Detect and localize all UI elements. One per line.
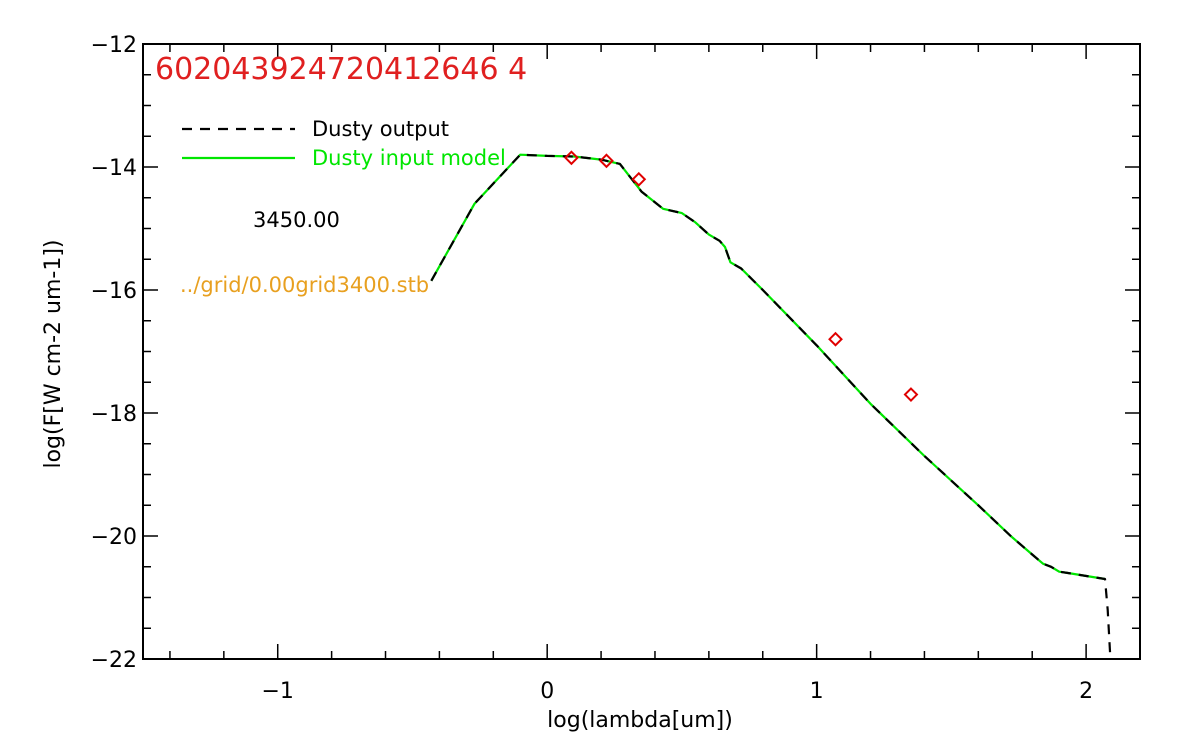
legend: Dusty output Dusty input model (182, 117, 506, 170)
series-line-dusty-output (430, 153, 1112, 660)
data-point-diamond (599, 153, 614, 169)
data-point-diamond (631, 171, 647, 187)
x-tick-label: 1 (810, 679, 824, 704)
y-tick-label: −22 (91, 648, 137, 673)
y-tick-label: −12 (91, 33, 137, 58)
data-point-diamond (903, 387, 919, 402)
x-tick-label: 0 (540, 679, 554, 704)
legend-dusty-output-label: Dusty output (312, 117, 449, 141)
plot-border (142, 43, 1141, 660)
y-tick-label: −20 (91, 525, 137, 550)
legend-dusty-input-label: Dusty input model (312, 146, 506, 170)
data-point-diamond (564, 150, 579, 166)
y-tick-label: −14 (91, 156, 137, 181)
photometry-points (564, 150, 919, 402)
y-tick-label: −18 (91, 402, 137, 427)
temperature-annotation: 3450.00 (253, 208, 340, 232)
x-tick-label: −1 (262, 679, 294, 704)
x-axis-label: log(lambda[um]) (547, 708, 733, 733)
series-layer (430, 153, 1112, 660)
y-axis-ticks: −12 −14 −16 −18 −20 −22 (91, 33, 1140, 673)
data-point-diamond (828, 331, 843, 347)
grid-file-annotation: ../grid/0.00grid3400.stb (180, 273, 429, 297)
plot-frame (142, 43, 1141, 660)
x-axis-ticks: −1 0 1 2 (169, 44, 1141, 704)
series-line-dusty-input-model (430, 153, 1106, 581)
y-axis-label: log(F[W cm-2 um-1]) (41, 239, 66, 468)
chart-title: 602043924720412646 4 (155, 52, 527, 87)
x-tick-label: 2 (1079, 679, 1093, 704)
y-tick-label: −16 (91, 279, 137, 304)
